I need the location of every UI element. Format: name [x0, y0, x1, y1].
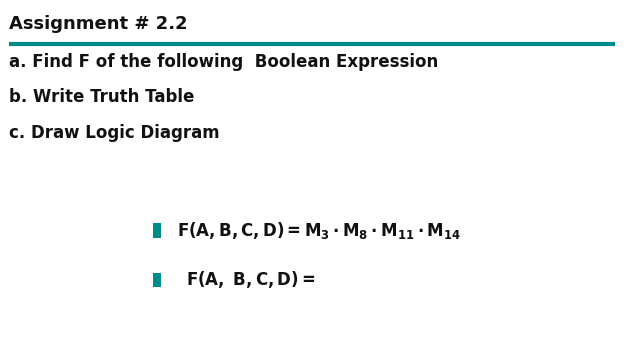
- Bar: [153, 273, 161, 287]
- Bar: [153, 223, 161, 238]
- Text: b. Write Truth Table: b. Write Truth Table: [9, 88, 195, 106]
- Text: $\mathbf{F(A,\ B,C,D) =}$: $\mathbf{F(A,\ B,C,D) =}$: [186, 269, 316, 290]
- Text: c. Draw Logic Diagram: c. Draw Logic Diagram: [9, 124, 220, 142]
- Text: a. Find F of the following  Boolean Expression: a. Find F of the following Boolean Expre…: [9, 53, 439, 71]
- Text: Assignment # 2.2: Assignment # 2.2: [9, 15, 188, 33]
- Text: $\mathbf{F(A,B,C,D) = M_3 \cdot M_8 \cdot M_{11} \cdot M_{14}}$: $\mathbf{F(A,B,C,D) = M_3 \cdot M_8 \cdo…: [177, 220, 461, 241]
